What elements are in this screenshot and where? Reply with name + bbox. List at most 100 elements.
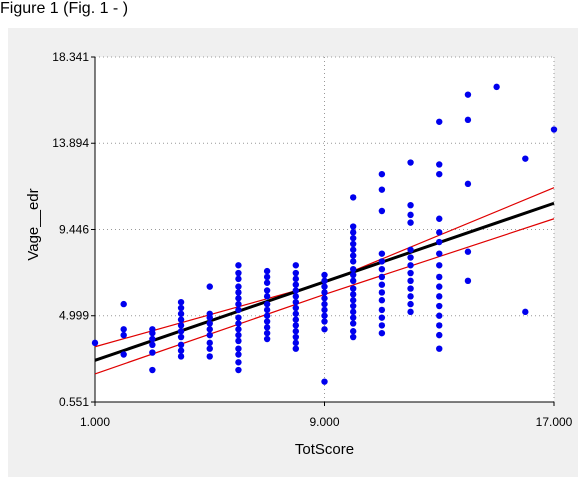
data-point: [177, 328, 185, 335]
data-point: [436, 322, 443, 329]
data-point: [235, 262, 242, 269]
data-point: [263, 329, 271, 337]
data-point: [292, 269, 300, 277]
data-point: [349, 194, 357, 201]
data-point: [436, 345, 443, 352]
data-point: [378, 306, 386, 314]
data-point: [349, 271, 357, 279]
data-point: [235, 366, 242, 374]
data-point: [177, 298, 185, 306]
data-point: [263, 324, 271, 331]
data-point: [349, 223, 357, 230]
data-point: [177, 333, 185, 341]
data-point: [235, 351, 242, 358]
data-point: [522, 155, 529, 162]
data-point: [436, 161, 443, 168]
data-point: [292, 281, 300, 288]
data-point: [436, 250, 443, 257]
y-axis-title: Vage__edr: [25, 188, 42, 260]
data-point: [292, 316, 300, 323]
data-point: [263, 267, 271, 275]
data-point: [177, 310, 185, 317]
data-point: [349, 333, 357, 341]
data-point: [206, 345, 213, 352]
data-point: [436, 170, 443, 178]
data-point: [407, 201, 414, 209]
data-point: [235, 289, 242, 296]
data-point: [464, 91, 472, 98]
data-point: [292, 345, 300, 352]
data-point: [177, 316, 185, 323]
data-point: [235, 300, 242, 308]
x-axis-title: TotScore: [295, 441, 354, 458]
data-point: [292, 328, 300, 335]
data-point: [349, 297, 357, 304]
data-point: [149, 341, 156, 349]
data-point: [235, 283, 242, 290]
y-tick-label: 4.999: [59, 309, 89, 323]
data-point: [349, 265, 357, 273]
data-point: [349, 258, 357, 265]
data-point: [292, 310, 300, 317]
data-point: [292, 333, 300, 341]
x-tick-label: 1.000: [80, 415, 110, 429]
data-point: [120, 351, 127, 358]
data-point: [407, 300, 414, 308]
data-point: [407, 254, 414, 261]
data-point: [349, 320, 357, 327]
data-point: [263, 335, 271, 343]
data-point: [263, 306, 271, 314]
data-point: [235, 326, 242, 333]
data-point: [149, 335, 156, 343]
data-point: [235, 295, 242, 302]
data-point: [378, 289, 386, 296]
data-point: [321, 306, 328, 314]
data-point: [436, 273, 443, 281]
x-tick-label: 17.000: [536, 415, 573, 429]
data-point: [378, 273, 386, 281]
data-point: [292, 322, 300, 329]
data-point: [349, 234, 357, 242]
y-tick-label: 0.551: [59, 395, 89, 409]
data-point: [464, 180, 472, 188]
data-point: [206, 353, 213, 360]
data-point: [378, 250, 386, 257]
data-point: [436, 312, 443, 319]
data-point: [378, 207, 386, 215]
data-point: [436, 229, 443, 236]
data-point: [292, 293, 300, 300]
data-point: [263, 300, 271, 308]
data-point: [177, 304, 185, 312]
data-point: [349, 285, 357, 292]
y-tick-label: 9.446: [59, 223, 89, 237]
data-point: [177, 347, 185, 354]
data-point: [292, 298, 300, 306]
data-point: [149, 366, 156, 374]
data-point: [407, 308, 414, 316]
data-point: [349, 328, 357, 335]
data-point: [349, 252, 357, 259]
data-point: [349, 246, 357, 253]
data-point: [263, 279, 271, 286]
data-point: [177, 341, 185, 349]
data-point: [235, 337, 242, 345]
data-point: [436, 293, 443, 300]
data-points: [91, 83, 558, 385]
data-point: [235, 320, 242, 327]
data-point: [407, 211, 414, 219]
data-point: [120, 326, 127, 333]
data-point: [550, 126, 558, 133]
data-point: [378, 265, 386, 273]
y-tick-label: 18.341: [52, 50, 89, 64]
data-point: [263, 287, 271, 294]
data-point: [436, 215, 443, 222]
data-point: [464, 116, 472, 124]
data-point: [235, 275, 242, 283]
data-point: [263, 293, 271, 300]
data-point: [407, 219, 414, 226]
data-point: [91, 339, 99, 347]
data-point: [206, 320, 213, 327]
scatter-chart: 0.551 4.999 9.446 13.894 18.341 1.000 9.000 17.…: [25, 50, 573, 458]
data-point: [321, 295, 328, 302]
data-point: [407, 159, 414, 166]
